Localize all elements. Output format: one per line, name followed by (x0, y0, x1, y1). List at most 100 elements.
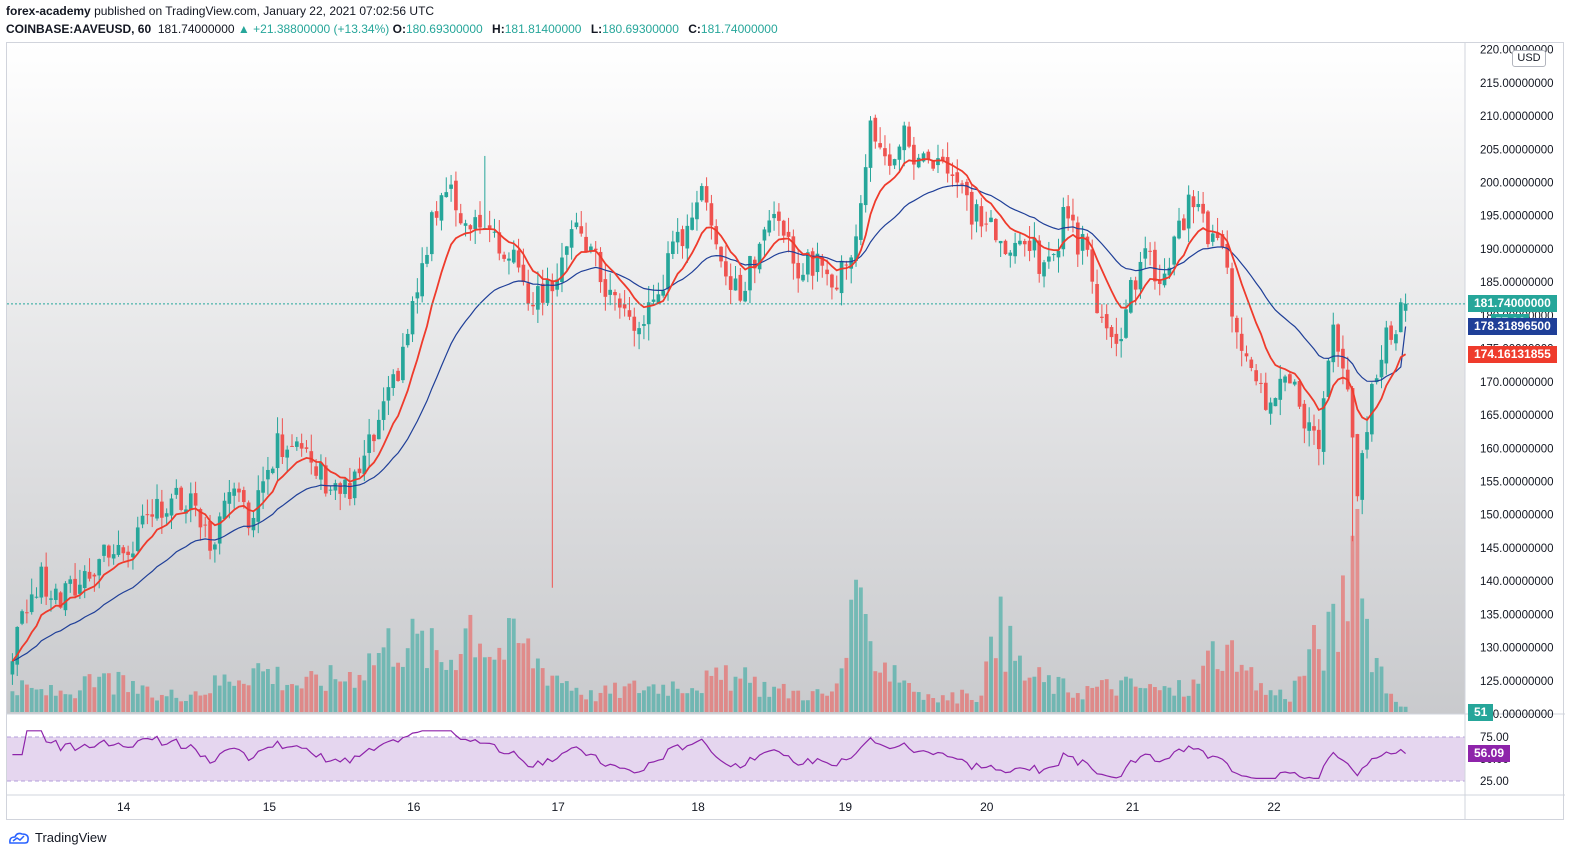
last-value: 181.74000000 (157, 22, 235, 36)
volume-bar (1254, 690, 1259, 712)
volume-bar (111, 694, 116, 712)
candle-body (97, 559, 102, 576)
volume-bar (704, 670, 709, 712)
volume-bar (617, 697, 622, 712)
candle-body (1316, 429, 1321, 450)
candle-body (699, 186, 704, 201)
volume-bar (444, 669, 449, 712)
volume-bar (1292, 680, 1297, 712)
candle-body (1051, 254, 1056, 256)
ma-fast-line (11, 158, 1407, 662)
candle-body (1307, 422, 1312, 431)
volume-bar (357, 674, 362, 712)
price-tick-label: 215.00000000 (1480, 78, 1554, 90)
candle-body (58, 592, 63, 608)
volume-bar (526, 638, 531, 712)
candle-body (285, 449, 290, 458)
candle-body (564, 246, 569, 255)
candle-body (637, 328, 641, 335)
footer-brand[interactable]: TradingView (35, 830, 107, 845)
volume-bar (1090, 687, 1095, 712)
volume-bar (1138, 687, 1143, 712)
volume-bar (834, 683, 839, 712)
volume-bar (1287, 701, 1292, 712)
volume-bar (1143, 688, 1148, 712)
volume-bar (560, 683, 564, 712)
candle-body (786, 231, 791, 237)
volume-bar (140, 685, 145, 712)
volume-bar (1316, 649, 1321, 712)
candle-body (560, 257, 564, 283)
candle-body (969, 191, 974, 225)
candle-body (497, 232, 502, 254)
candle-body (179, 487, 183, 510)
volume-bar (1321, 670, 1326, 712)
volume-bar (540, 668, 545, 712)
candle-body (1177, 220, 1181, 239)
candle-body (1297, 381, 1302, 407)
candle-body (328, 489, 333, 491)
close-value: 181.74000000 (700, 22, 778, 36)
volume-bar (1133, 686, 1138, 712)
candle-body (781, 220, 786, 236)
volume-bar (892, 665, 897, 712)
candle-body (213, 544, 217, 550)
candle-body (420, 263, 425, 297)
volume-bar (1206, 650, 1210, 712)
candle-body (92, 574, 97, 577)
author-name[interactable]: forex-academy (6, 4, 91, 18)
candle-body (931, 160, 935, 169)
volume-bar (728, 690, 733, 712)
ma-fast-tag: 174.16131855 (1468, 345, 1557, 363)
volume-bar (1263, 694, 1268, 712)
candle-body (164, 513, 169, 517)
volume-bar (767, 696, 772, 712)
volume-bar (217, 685, 222, 712)
price-tick-label: 140.00000000 (1480, 576, 1554, 588)
candle-body (487, 225, 492, 229)
volume-bar (87, 674, 92, 712)
volume-bar (897, 682, 902, 712)
volume-bar (333, 679, 338, 712)
candle-body (391, 374, 396, 389)
volume-bar (858, 587, 863, 712)
volume-bar (873, 671, 878, 712)
candle-body (290, 445, 294, 447)
currency-label[interactable]: USD (1512, 50, 1546, 67)
volume-bar (1369, 672, 1374, 712)
volume-bar (343, 681, 347, 712)
candle-body (1360, 453, 1365, 500)
volume-bar (473, 657, 478, 712)
candle-body (1389, 325, 1393, 340)
candle-body (545, 279, 550, 303)
time-tick-label: 20 (980, 800, 994, 814)
volume-bar (883, 662, 887, 712)
volume-bar (1080, 699, 1085, 712)
candle-body (907, 126, 911, 147)
candle-body (401, 346, 405, 381)
volume-bar (1013, 660, 1018, 712)
volume-bar (1259, 683, 1263, 712)
volume-bar (854, 579, 858, 712)
candle-body (275, 433, 280, 469)
candle-body (849, 257, 854, 269)
volume-bar (801, 700, 805, 712)
volume-bar (92, 687, 97, 712)
symbol-name[interactable]: COINBASE:AAVEUSD, 60 (6, 22, 152, 36)
candle-body (44, 566, 48, 597)
volume-bar (748, 682, 752, 712)
volume-bar (1095, 686, 1099, 712)
volume-bar (193, 691, 198, 712)
candle-body (1109, 327, 1114, 338)
volume-bar (511, 618, 516, 712)
volume-bar (174, 697, 179, 712)
candle-body (1355, 434, 1360, 497)
candle-body (1196, 203, 1201, 208)
open-value: 180.69300000 (405, 22, 483, 36)
candle-body (1331, 324, 1336, 363)
candle-body (854, 236, 858, 261)
candle-body (294, 441, 299, 447)
candle-body (188, 493, 193, 511)
volume-bar (251, 668, 256, 712)
